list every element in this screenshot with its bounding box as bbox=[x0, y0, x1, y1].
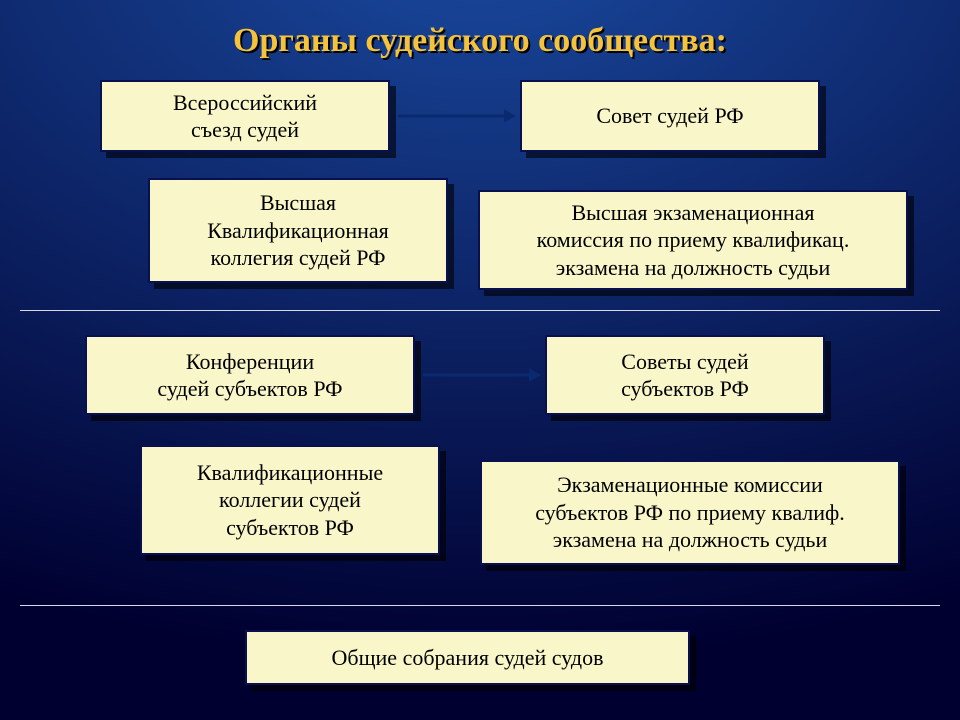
diagram-canvas: Органы судейского сообщества:Всероссийск… bbox=[0, 0, 960, 720]
arrow bbox=[0, 0, 960, 720]
